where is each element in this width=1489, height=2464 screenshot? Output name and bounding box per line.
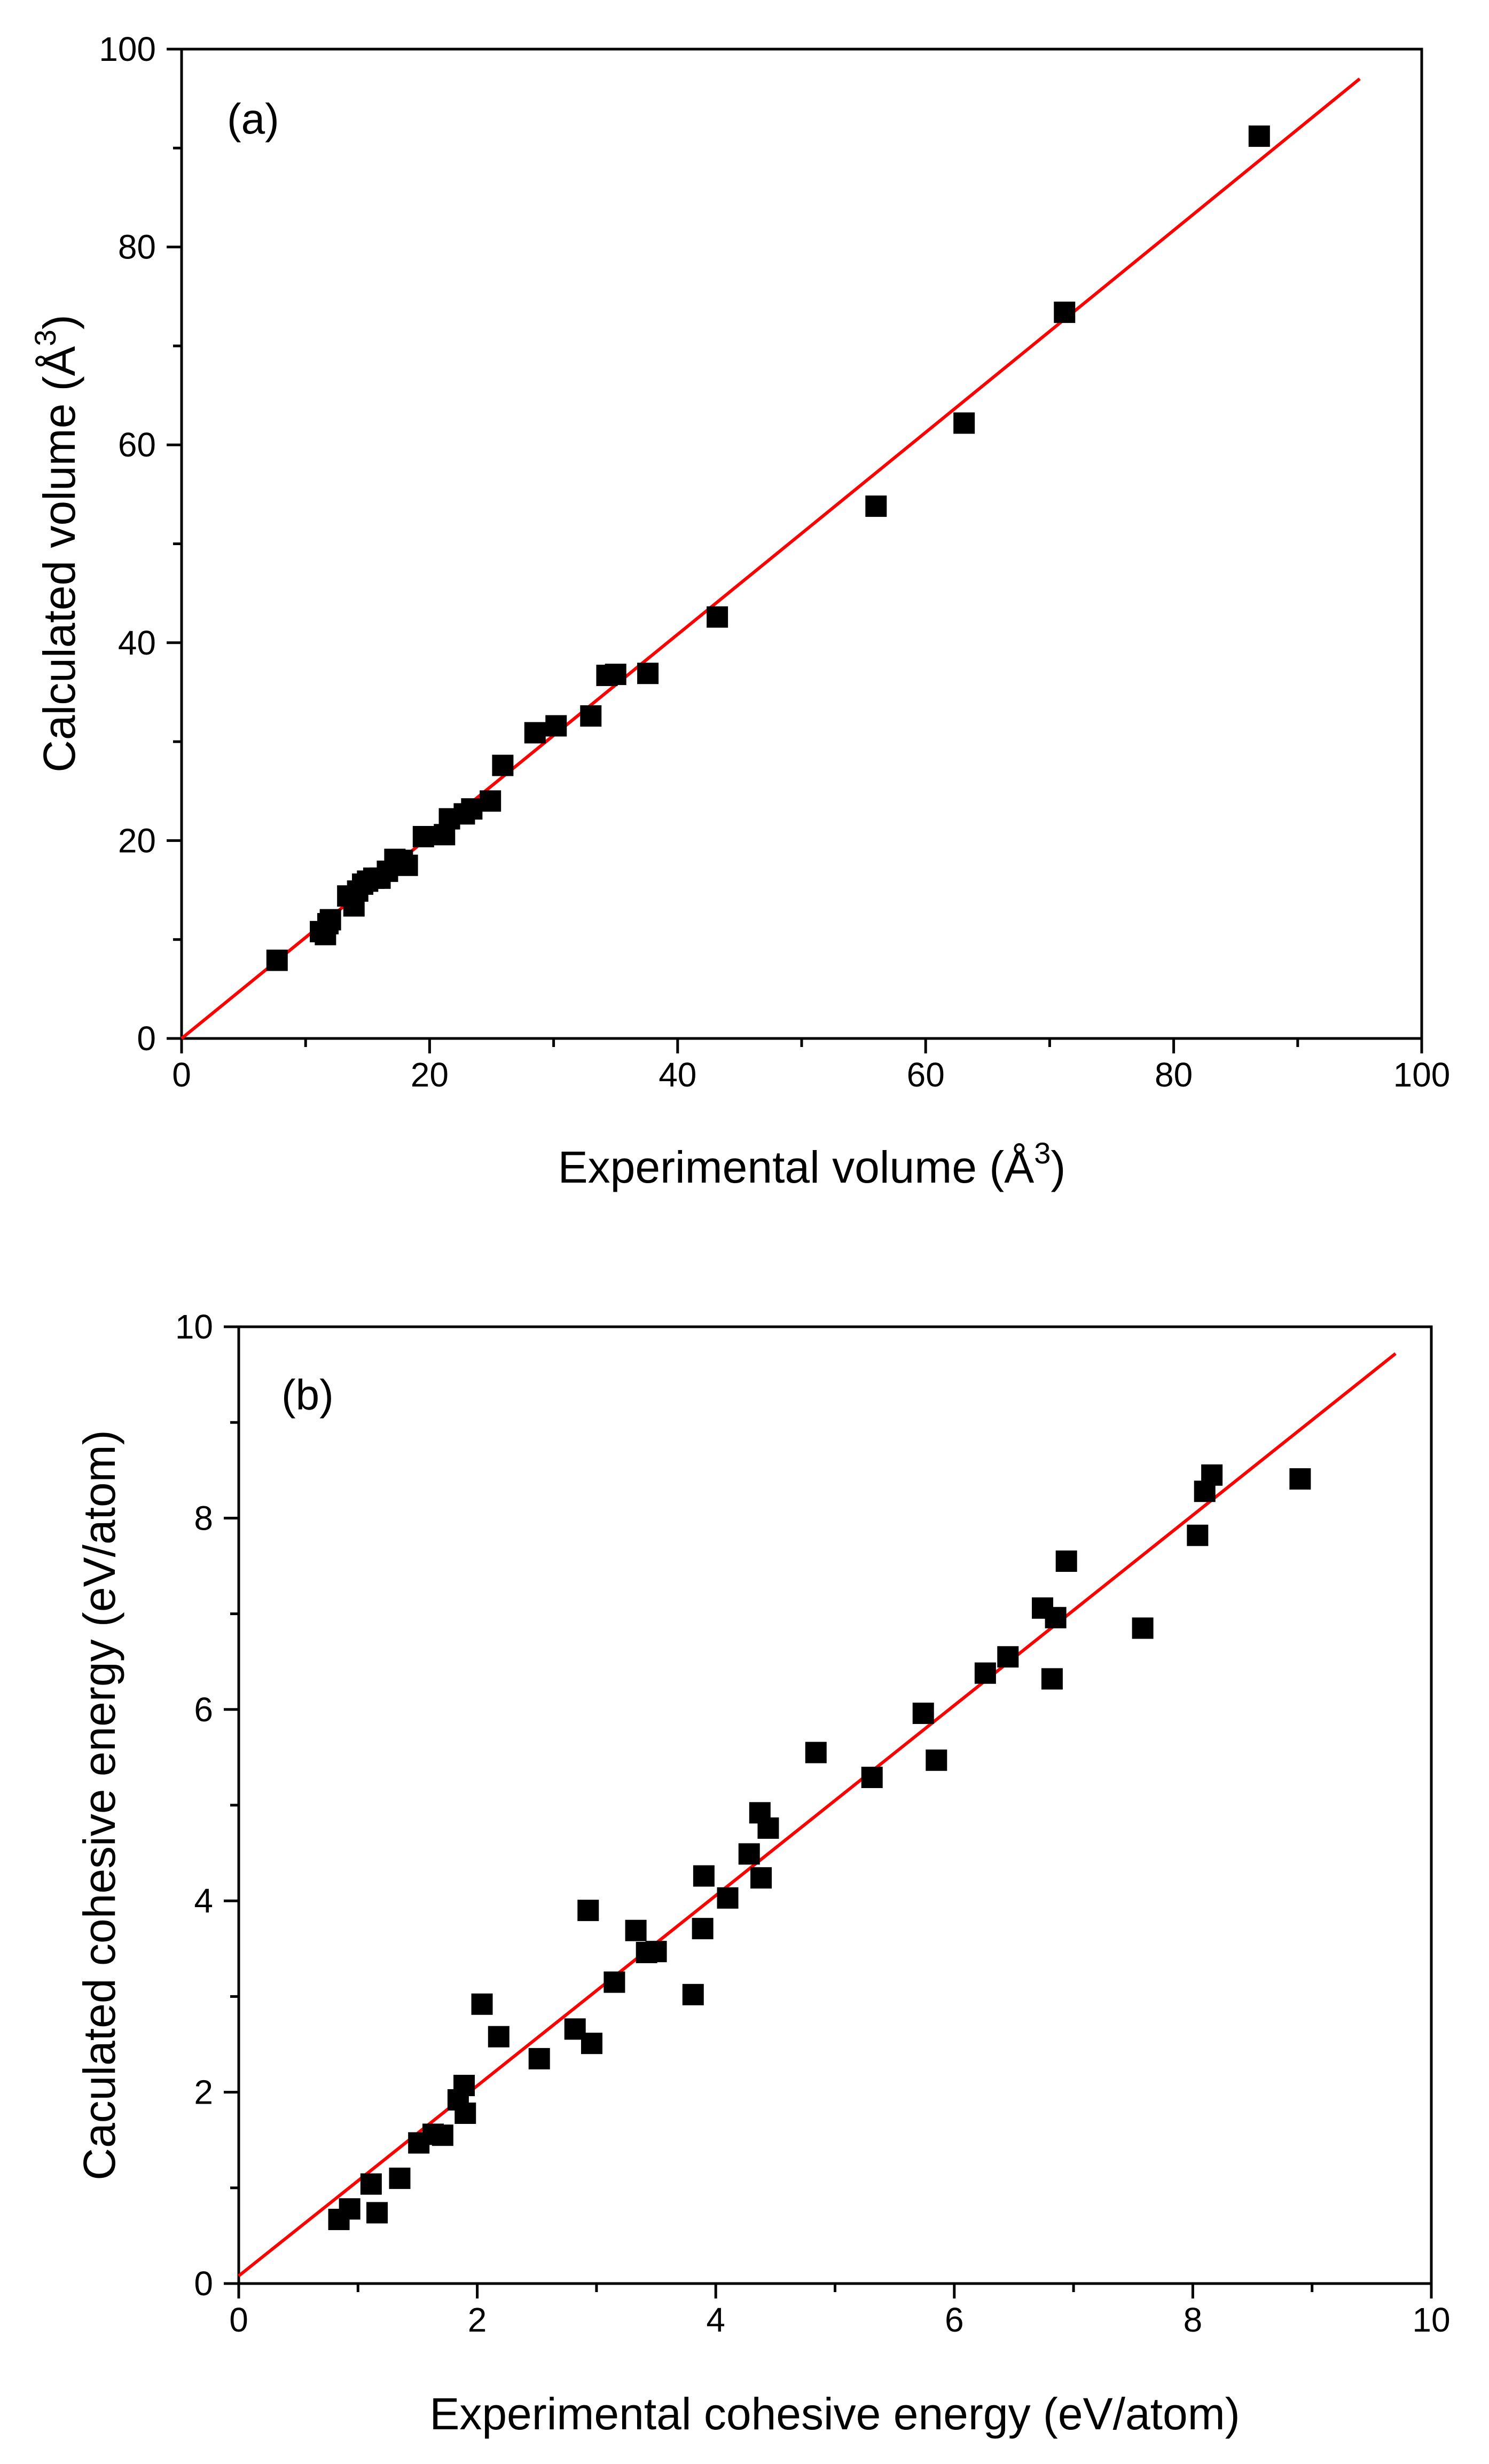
chart-b-data-point — [604, 1971, 625, 1993]
chart-a-tick-labels: 0 20 40 60 80 100 0 20 40 60 80 100 — [99, 30, 1450, 1094]
chart-b-data-point — [912, 1702, 934, 1724]
chart-a-data-point — [637, 663, 659, 684]
chart-a-panel-tag: (a) — [227, 95, 279, 143]
chart-b-data-point — [805, 1742, 827, 1764]
chart-b-data-point — [453, 2075, 475, 2097]
chart-a-data-point — [1248, 125, 1270, 147]
chart-b-y-axis-label: Caculated cohesive energy (eV/atom) — [74, 1430, 124, 2180]
chart-a-data-point — [524, 722, 546, 744]
chart-b-y-tick-label: 10 — [175, 1308, 213, 1346]
chart-a-data-point — [707, 606, 728, 628]
chart-b-data-point — [974, 1662, 996, 1684]
chart-b-data-point — [682, 1983, 704, 2005]
chart-b-ticks — [224, 1325, 1433, 2298]
chart-b: 0 2 4 6 8 10 0 2 4 6 8 10 (b) Experimental cohesive… — [74, 1308, 1451, 2439]
chart-a-x-tick-label: 100 — [1393, 1056, 1451, 1094]
chart-b-data-point — [488, 2026, 510, 2048]
chart-b-data-point — [926, 1749, 947, 1771]
chart-b-data-point — [693, 1865, 715, 1887]
chart-b-data-point — [757, 1817, 779, 1839]
chart-b-y-tick-label: 4 — [194, 1882, 213, 1920]
chart-b-y-tick-label: 6 — [194, 1690, 213, 1729]
chart-a-y-axis-label: Calculated volume (Å3) — [28, 314, 84, 773]
chart-b-x-tick-label: 6 — [945, 2301, 964, 2339]
chart-b-x-tick-label: 4 — [706, 2301, 725, 2339]
chart-b-data-point — [1289, 1468, 1311, 1490]
chart-b-data-point — [366, 2202, 388, 2224]
chart-a-data-point — [461, 798, 483, 820]
chart-a-data-point — [865, 495, 887, 517]
chart-b-data-point — [432, 2124, 453, 2146]
chart-a-y-tick-label: 100 — [99, 30, 156, 68]
chart-b-panel-tag: (b) — [281, 1371, 334, 1419]
chart-b-data-point — [1041, 1668, 1063, 1690]
chart-b-data-point — [1055, 1550, 1077, 1572]
chart-b-data-point — [717, 1887, 739, 1909]
chart-b-x-axis-label: Experimental cohesive energy (eV/atom) — [429, 2389, 1240, 2439]
chart-a-y-tick-label: 60 — [118, 426, 156, 464]
chart-b-x-tick-label: 10 — [1412, 2301, 1450, 2339]
chart-a-x-tick-label: 80 — [1155, 1056, 1193, 1094]
chart-a-data-point — [396, 854, 418, 876]
chart-a-data-point — [480, 790, 501, 812]
chart-a-x-tick-label: 40 — [659, 1056, 696, 1094]
chart-b-fit-line — [238, 1352, 1397, 2278]
chart-b-x-tick-label: 2 — [468, 2301, 487, 2339]
chart-b-data-point — [1045, 1607, 1067, 1628]
chart-b-data-point — [997, 1646, 1019, 1668]
chart-b-data-point — [1201, 1464, 1223, 1486]
chart-b-data-point — [528, 2048, 550, 2069]
chart-a-data-point — [545, 715, 567, 737]
chart-b-y-tick-label: 2 — [194, 2073, 213, 2112]
chart-a-x-tick-label: 0 — [172, 1056, 191, 1094]
chart-a: 0 20 40 60 80 100 0 20 40 60 80 100 (a) Experimenta… — [28, 30, 1450, 1192]
chart-b-y-tick-label: 0 — [194, 2264, 213, 2303]
chart-b-data-point — [454, 2103, 476, 2124]
chart-b-data-point — [339, 2198, 361, 2220]
chart-b-y-tick-label: 8 — [194, 1499, 213, 1537]
chart-a-data-point — [492, 754, 514, 776]
chart-a-y-tick-label: 0 — [137, 1019, 156, 1058]
chart-a-data-point — [266, 949, 288, 971]
chart-b-data-point — [692, 1918, 714, 1940]
chart-a-data-point — [319, 909, 341, 931]
chart-a-x-tick-label: 20 — [411, 1056, 449, 1094]
chart-b-data-point — [1132, 1617, 1154, 1639]
chart-a-data-point — [1054, 301, 1076, 323]
chart-b-data-point — [581, 2033, 602, 2054]
chart-b-x-tick-label: 8 — [1184, 2301, 1203, 2339]
chart-b-x-tick-label: 0 — [229, 2301, 248, 2339]
chart-b-data-point — [738, 1843, 760, 1865]
chart-a-ticks — [167, 48, 1423, 1053]
chart-a-data-point — [412, 825, 434, 847]
chart-a-y-tick-label: 40 — [118, 624, 156, 662]
chart-a-points — [266, 125, 1270, 971]
chart-b-tick-labels: 0 2 4 6 8 10 0 2 4 6 8 10 — [175, 1308, 1451, 2339]
chart-b-data-point — [625, 1919, 647, 1941]
chart-a-y-tick-label: 20 — [118, 821, 156, 860]
chart-a-x-axis-label: Experimental volume (Å3) — [558, 1136, 1066, 1192]
chart-a-x-tick-label: 60 — [907, 1056, 945, 1094]
chart-b-data-point — [389, 2167, 411, 2189]
chart-a-data-point — [953, 412, 975, 434]
chart-b-data-point — [861, 1767, 883, 1789]
chart-b-data-point — [750, 1867, 772, 1889]
chart-a-data-point — [605, 664, 626, 686]
chart-b-data-point — [471, 1993, 493, 2015]
chart-b-data-point — [1187, 1524, 1209, 1546]
chart-a-data-point — [580, 705, 602, 727]
chart-b-data-point — [645, 1941, 667, 1963]
chart-b-points — [328, 1464, 1311, 2230]
chart-b-data-point — [360, 2173, 382, 2195]
chart-b-data-point — [577, 1900, 599, 1922]
chart-a-y-tick-label: 80 — [118, 228, 156, 266]
